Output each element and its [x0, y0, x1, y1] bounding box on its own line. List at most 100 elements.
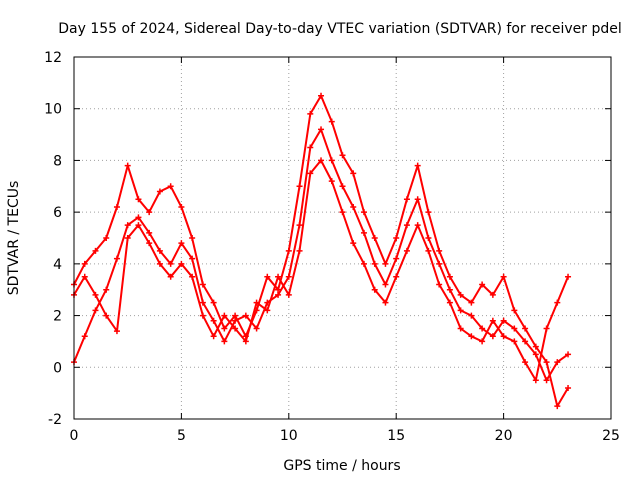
data-point [371, 260, 378, 267]
data-point [178, 203, 185, 210]
x-axis-label: GPS time / hours [283, 458, 400, 474]
data-point [189, 235, 196, 241]
chart-title: Day 155 of 2024, Sidereal Day-to-day VTE… [58, 21, 622, 37]
series-line [73, 159, 569, 382]
grid [74, 57, 611, 419]
data-point [146, 240, 153, 247]
data-point [457, 291, 464, 298]
data-point [393, 235, 400, 241]
data-point [500, 333, 507, 340]
data-point [92, 307, 99, 314]
data-point [146, 209, 153, 216]
y-tick-label: 10 [44, 102, 62, 118]
data-point [199, 299, 206, 306]
data-point [189, 273, 196, 280]
data-point [167, 273, 174, 280]
data-point [403, 247, 410, 254]
x-tick-label: 25 [602, 428, 620, 444]
data-point [275, 291, 282, 298]
data-point [167, 260, 174, 267]
data-point [285, 247, 292, 254]
data-point [414, 196, 421, 203]
data-point [532, 377, 539, 384]
data-point [113, 203, 120, 210]
data-point [92, 291, 99, 298]
data-point [210, 299, 217, 306]
data-point [92, 247, 99, 254]
data-point [339, 209, 346, 216]
data-point [242, 312, 249, 319]
data-point [382, 299, 389, 306]
data-point [532, 351, 539, 358]
data-point [339, 152, 346, 159]
data-point [275, 273, 282, 280]
x-tick-label: 5 [177, 428, 186, 444]
series-track-3 [71, 157, 572, 384]
data-point [382, 260, 389, 267]
data-point [532, 343, 539, 350]
data-point [468, 299, 475, 306]
data-point [328, 157, 335, 164]
data-point [500, 317, 507, 324]
data-point [425, 235, 432, 241]
data-point [146, 229, 153, 236]
data-point [554, 299, 561, 306]
data-point [221, 325, 228, 332]
data-point [318, 92, 325, 99]
y-tick-label: 0 [53, 360, 62, 376]
data-point [489, 333, 496, 340]
plot-frame [73, 56, 612, 420]
data-point [328, 178, 335, 185]
data-point [307, 170, 314, 177]
data-point [457, 325, 464, 332]
data-point [328, 118, 335, 125]
data-point [554, 359, 561, 366]
data-point [489, 291, 496, 298]
data-point [414, 222, 421, 229]
data-point [489, 317, 496, 324]
data-point [81, 260, 88, 267]
data-point [479, 281, 486, 288]
y-axis-label: SDTVAR / TECUs [6, 181, 22, 296]
data-point [253, 325, 260, 332]
y-tick-label: 8 [53, 153, 62, 169]
data-point [285, 291, 292, 298]
data-point [511, 338, 518, 345]
data-point [468, 333, 475, 340]
data-point [221, 312, 228, 319]
data-point [81, 333, 88, 340]
data-point [350, 240, 357, 247]
data-point [103, 235, 110, 241]
series-line [73, 128, 569, 382]
data-point [135, 222, 142, 229]
data-point [296, 183, 303, 190]
series-track-1 [71, 92, 572, 410]
data-point [436, 281, 443, 288]
data-point [199, 312, 206, 319]
data-point [253, 299, 260, 306]
y-tick-label: 2 [53, 309, 62, 325]
data-point [565, 384, 572, 391]
data-point [189, 255, 196, 262]
data-point [543, 359, 550, 366]
data-point [360, 260, 367, 267]
data-point [543, 325, 550, 332]
data-point [457, 307, 464, 314]
data-point [360, 229, 367, 236]
y-tick-label: 4 [53, 257, 62, 273]
data-point [285, 273, 292, 280]
data-point [522, 338, 529, 345]
data-point [371, 286, 378, 293]
data-point [264, 273, 271, 280]
data-point [124, 235, 131, 241]
data-point [468, 312, 475, 319]
data-point [296, 247, 303, 254]
data-point [436, 247, 443, 254]
y-tick-label: 12 [44, 50, 62, 66]
data-point [264, 307, 271, 314]
data-point [178, 240, 185, 247]
data-point [103, 312, 110, 319]
x-tick-label: 20 [495, 428, 513, 444]
y-tick-label: -2 [48, 412, 62, 428]
data-point [199, 281, 206, 288]
